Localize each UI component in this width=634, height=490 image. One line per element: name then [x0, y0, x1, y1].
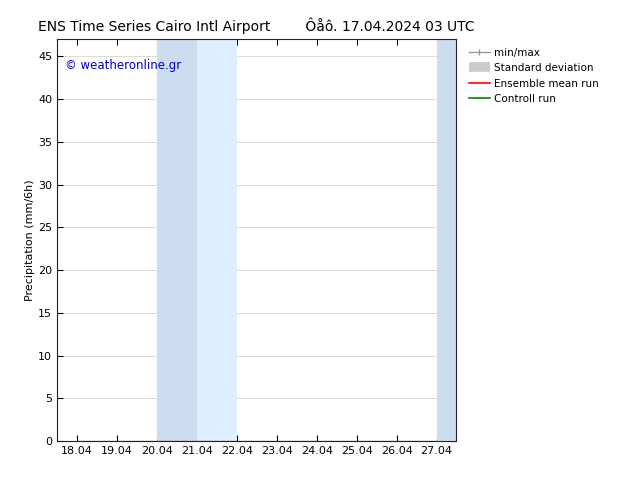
- Text: © weatheronline.gr: © weatheronline.gr: [65, 59, 181, 73]
- Bar: [436, 39, 456, 441]
- Bar: [197, 39, 236, 441]
- Bar: [456, 39, 496, 441]
- Y-axis label: Precipitation (mm/6h): Precipitation (mm/6h): [25, 179, 36, 301]
- Legend: min/max, Standard deviation, Ensemble mean run, Controll run: min/max, Standard deviation, Ensemble me…: [466, 45, 602, 107]
- Bar: [157, 39, 197, 441]
- Title: ENS Time Series Cairo Intl Airport        Ôåô. 17.04.2024 03 UTC: ENS Time Series Cairo Intl Airport Ôåô. …: [39, 17, 475, 34]
